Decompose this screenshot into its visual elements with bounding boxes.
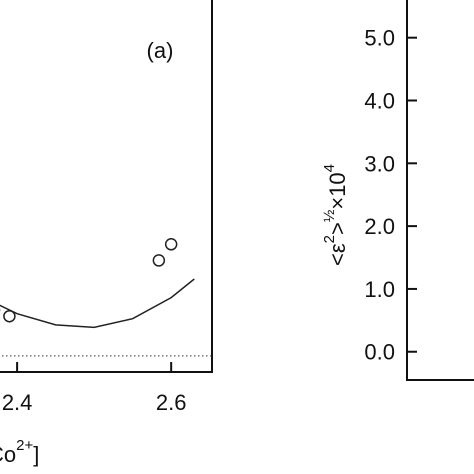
y-label-part: <ε [325,243,350,266]
x-label-sup: 2+ [16,437,33,454]
plot-frame [0,0,213,373]
y-tick-label: 2.0 [364,214,395,239]
x-tick-label: 2.6 [156,390,187,415]
x-tick-label: 2.4 [2,390,33,415]
fit-curve [0,278,195,329]
y-axis-label: <ε2>½×104 [321,164,350,266]
y-tick-label: 3.0 [364,151,395,176]
y-label-part: > [325,222,350,235]
plot-frame [406,0,474,381]
x-label-main: Co [0,442,16,467]
y-label-part: 2 [321,235,338,243]
x-axis-label: Co2+] [0,437,39,467]
data-point [152,254,166,267]
y-tick-label: 1.0 [364,277,395,302]
x-label-tail: ] [33,442,39,467]
y-tick-label: 0.0 [364,340,395,365]
y-tick-label: 4.0 [364,88,395,113]
data-point [3,309,16,323]
data-point [164,238,178,251]
y-label-part: ×10 [325,172,350,209]
panel-label: (a) [147,38,174,63]
y-label-part: ½ [321,209,338,222]
y-tick-label: 5.0 [364,26,395,51]
y-label-part: 4 [321,164,338,172]
